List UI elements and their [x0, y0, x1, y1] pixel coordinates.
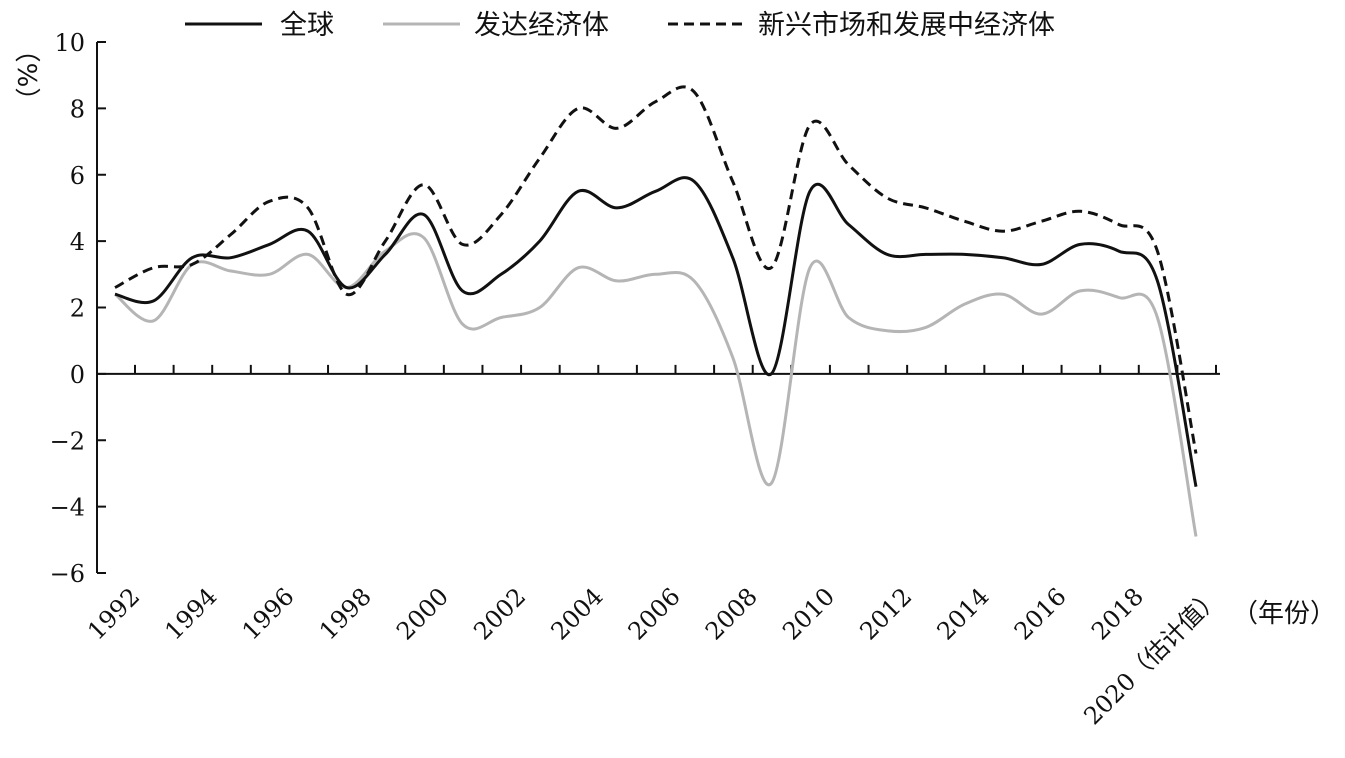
- y-tick-label: −4: [50, 494, 85, 522]
- x-tick-label: 2002: [468, 582, 531, 645]
- legend-label-global: 全球: [280, 10, 334, 41]
- y-tick-label: −2: [50, 427, 85, 455]
- x-tick-label: 2020（估计值）: [1078, 582, 1226, 730]
- x-tick-label: 2014: [932, 582, 995, 645]
- y-tick-label: 0: [70, 361, 85, 389]
- y-tick-label: 6: [70, 162, 85, 190]
- series-line-advanced-economies: [114, 232, 1198, 537]
- legend: 全球 发达经济体 新兴市场和发展中经济体: [185, 10, 1055, 41]
- x-tick-label: 1992: [82, 582, 145, 645]
- series-layer: [114, 85, 1198, 537]
- x-tick-label: 1998: [314, 582, 377, 645]
- y-axis: −6 −4 −2 0 2 4 6 8 10: [50, 29, 106, 588]
- x-tick-label: 2016: [1009, 582, 1072, 645]
- x-axis-unit-label: （年份）: [1232, 599, 1336, 629]
- x-tick-label: 1996: [237, 582, 300, 645]
- legend-item-emerging-developing-economies: 新兴市场和发展中经济体: [668, 10, 1055, 41]
- legend-label-emerging-developing-economies: 新兴市场和发展中经济体: [758, 10, 1055, 41]
- x-tick-label: 2004: [546, 582, 609, 645]
- x-tick-label: 1994: [159, 582, 222, 645]
- legend-item-advanced-economies: 发达经济体: [383, 10, 609, 41]
- y-tick-label: 10: [54, 29, 85, 57]
- y-tick-label: 2: [70, 295, 85, 323]
- x-tick-label: 2018: [1086, 582, 1149, 645]
- y-axis-unit-label: （%）: [11, 37, 41, 114]
- legend-label-advanced-economies: 发达经济体: [474, 10, 609, 41]
- y-tick-label: 4: [70, 228, 85, 256]
- series-line-emerging-developing-economies: [114, 85, 1198, 454]
- series-line-global: [114, 176, 1198, 487]
- x-tick-label: 2000: [391, 582, 454, 645]
- x-tick-label: 2012: [854, 582, 917, 645]
- legend-item-global: 全球: [185, 10, 334, 41]
- x-tick-label: 2006: [623, 582, 686, 645]
- y-tick-label: −6: [50, 560, 85, 588]
- x-tick-label: 2008: [700, 582, 763, 645]
- x-axis: 1992 1994 1996 1998 2000 2002 2004 2006 2008 2010…: [82, 364, 1226, 730]
- x-tick-label: 2010: [777, 582, 840, 645]
- y-tick-label: 8: [70, 95, 85, 123]
